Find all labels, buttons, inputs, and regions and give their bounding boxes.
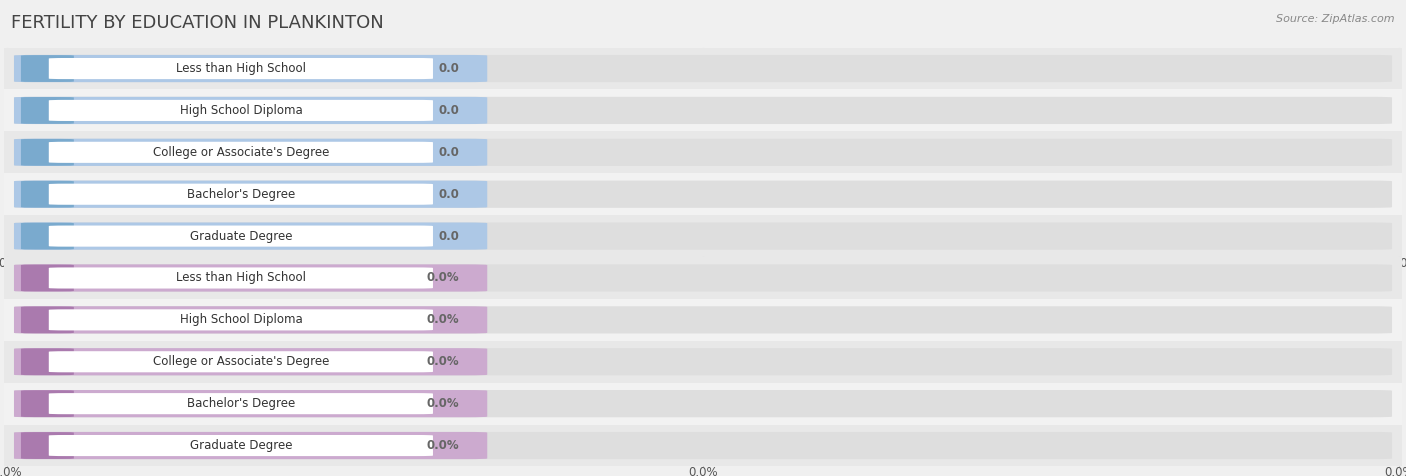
Text: Graduate Degree: Graduate Degree — [190, 439, 292, 452]
FancyBboxPatch shape — [14, 97, 488, 124]
Text: High School Diploma: High School Diploma — [180, 104, 302, 117]
FancyBboxPatch shape — [49, 184, 433, 205]
FancyBboxPatch shape — [14, 222, 488, 250]
FancyBboxPatch shape — [21, 223, 75, 249]
Text: High School Diploma: High School Diploma — [180, 313, 302, 327]
FancyBboxPatch shape — [14, 222, 1392, 250]
Bar — [4, 383, 1402, 425]
Text: College or Associate's Degree: College or Associate's Degree — [153, 355, 329, 368]
Bar — [4, 89, 1402, 131]
Text: 0.0: 0.0 — [439, 229, 460, 243]
FancyBboxPatch shape — [49, 309, 433, 330]
Text: Less than High School: Less than High School — [176, 271, 307, 285]
Text: 0.0: 0.0 — [0, 257, 17, 270]
FancyBboxPatch shape — [49, 435, 433, 456]
Text: 0.0%: 0.0% — [1384, 466, 1406, 476]
Text: 0.0: 0.0 — [1389, 257, 1406, 270]
Bar — [4, 257, 1402, 299]
FancyBboxPatch shape — [21, 97, 75, 124]
FancyBboxPatch shape — [14, 348, 1392, 376]
FancyBboxPatch shape — [14, 432, 1392, 459]
Text: 0.0: 0.0 — [693, 257, 713, 270]
Bar — [4, 425, 1402, 466]
FancyBboxPatch shape — [14, 264, 488, 292]
FancyBboxPatch shape — [14, 432, 488, 459]
Text: FERTILITY BY EDUCATION IN PLANKINTON: FERTILITY BY EDUCATION IN PLANKINTON — [11, 14, 384, 32]
FancyBboxPatch shape — [21, 181, 75, 208]
FancyBboxPatch shape — [49, 226, 433, 247]
Bar — [4, 131, 1402, 173]
Text: 0.0%: 0.0% — [427, 397, 460, 410]
Text: Bachelor's Degree: Bachelor's Degree — [187, 397, 295, 410]
FancyBboxPatch shape — [14, 55, 1392, 82]
FancyBboxPatch shape — [49, 268, 433, 288]
FancyBboxPatch shape — [14, 306, 1392, 334]
Bar — [4, 173, 1402, 215]
FancyBboxPatch shape — [21, 348, 75, 375]
FancyBboxPatch shape — [14, 139, 1392, 166]
FancyBboxPatch shape — [14, 306, 488, 334]
Text: Bachelor's Degree: Bachelor's Degree — [187, 188, 295, 201]
FancyBboxPatch shape — [14, 55, 488, 82]
FancyBboxPatch shape — [14, 180, 1392, 208]
FancyBboxPatch shape — [49, 351, 433, 372]
Bar — [4, 341, 1402, 383]
Text: 0.0: 0.0 — [439, 188, 460, 201]
Bar — [4, 215, 1402, 257]
FancyBboxPatch shape — [21, 432, 75, 459]
FancyBboxPatch shape — [21, 307, 75, 333]
FancyBboxPatch shape — [49, 393, 433, 414]
Text: 0.0%: 0.0% — [427, 313, 460, 327]
Text: 0.0%: 0.0% — [427, 439, 460, 452]
FancyBboxPatch shape — [21, 55, 75, 82]
FancyBboxPatch shape — [21, 390, 75, 417]
Text: College or Associate's Degree: College or Associate's Degree — [153, 146, 329, 159]
Text: 0.0%: 0.0% — [688, 466, 718, 476]
Text: 0.0: 0.0 — [439, 146, 460, 159]
Text: 0.0%: 0.0% — [427, 271, 460, 285]
FancyBboxPatch shape — [14, 348, 488, 376]
FancyBboxPatch shape — [14, 139, 488, 166]
FancyBboxPatch shape — [49, 142, 433, 163]
Text: Source: ZipAtlas.com: Source: ZipAtlas.com — [1277, 14, 1395, 24]
Text: 0.0%: 0.0% — [0, 466, 22, 476]
FancyBboxPatch shape — [14, 264, 1392, 292]
Text: 0.0%: 0.0% — [427, 355, 460, 368]
FancyBboxPatch shape — [14, 97, 1392, 124]
FancyBboxPatch shape — [14, 390, 488, 417]
FancyBboxPatch shape — [21, 139, 75, 166]
FancyBboxPatch shape — [14, 180, 488, 208]
FancyBboxPatch shape — [49, 100, 433, 121]
Bar — [4, 48, 1402, 89]
FancyBboxPatch shape — [49, 58, 433, 79]
Bar — [4, 299, 1402, 341]
FancyBboxPatch shape — [14, 390, 1392, 417]
Text: 0.0: 0.0 — [439, 104, 460, 117]
Text: Less than High School: Less than High School — [176, 62, 307, 75]
Text: Graduate Degree: Graduate Degree — [190, 229, 292, 243]
Text: 0.0: 0.0 — [439, 62, 460, 75]
FancyBboxPatch shape — [21, 265, 75, 291]
